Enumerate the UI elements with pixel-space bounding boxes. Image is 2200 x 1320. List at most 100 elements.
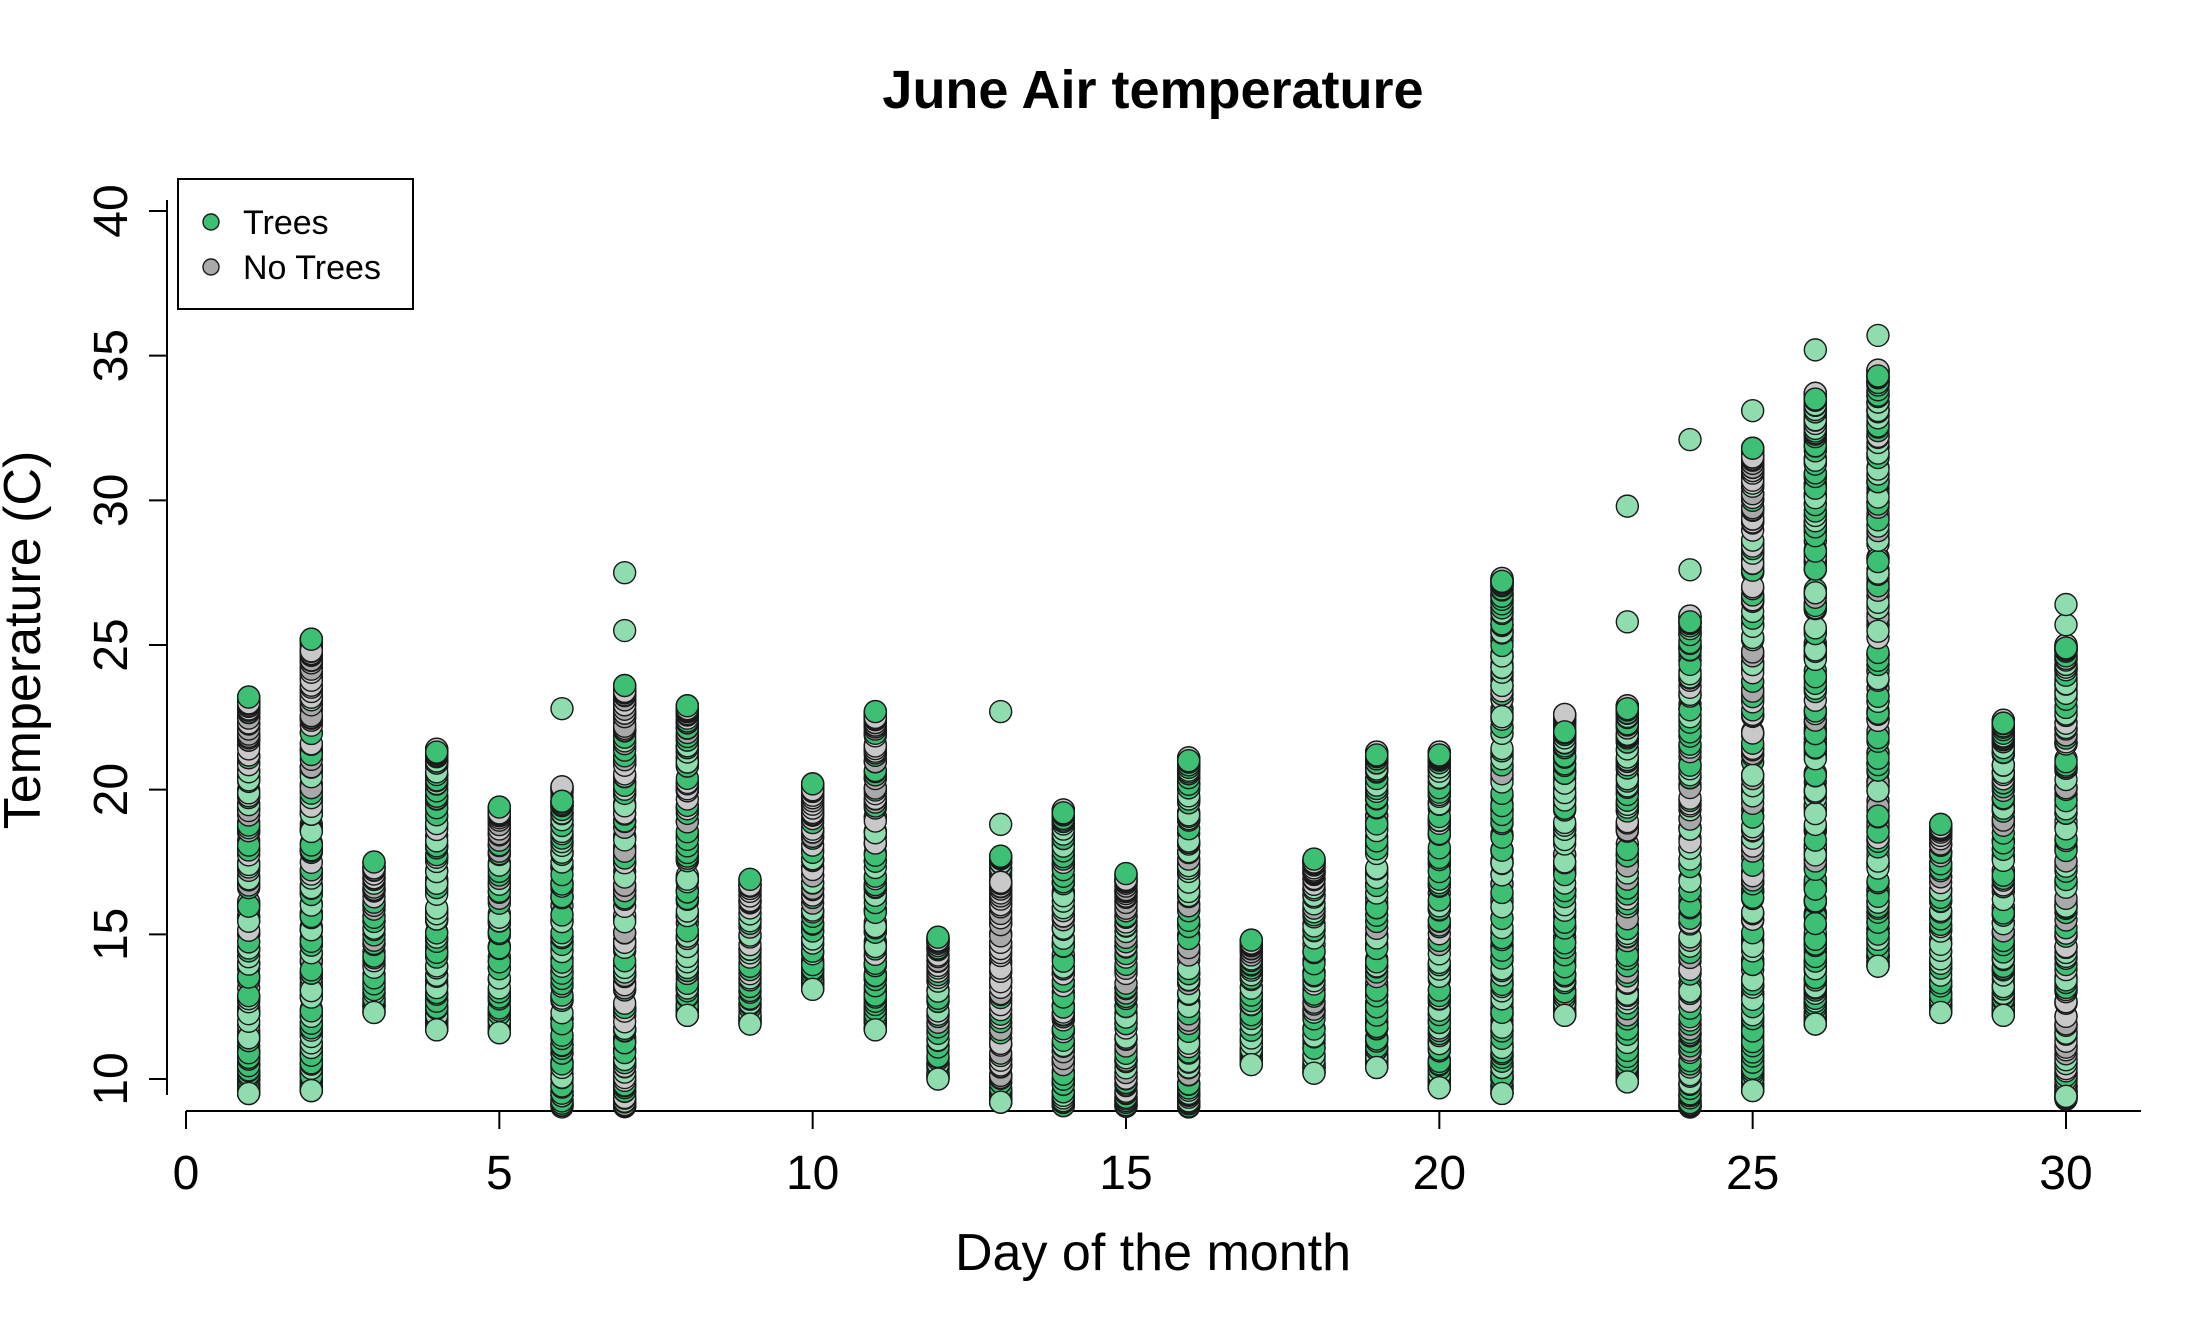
point-trees <box>1740 436 1765 460</box>
point-trees <box>675 1003 700 1028</box>
point-trees <box>1803 877 1828 901</box>
point-trees <box>236 685 261 709</box>
point-trees <box>362 850 386 874</box>
point-trees <box>1490 704 1514 729</box>
point-trees <box>1678 610 1702 634</box>
point-trees <box>863 699 888 724</box>
data-points <box>236 323 2078 1119</box>
x-axis-ticks: 0 5 10 15 20 25 30 <box>173 1111 2093 1200</box>
legend-label: Trees <box>243 204 329 242</box>
plot-frame <box>167 167 2141 1117</box>
point-trees <box>1552 1003 1577 1028</box>
point-trees <box>926 925 950 949</box>
point-trees <box>863 1018 888 1042</box>
point-trees <box>1427 743 1452 767</box>
point-trees <box>1615 610 1640 634</box>
point-trees <box>1991 1003 2016 1028</box>
y-tick-label: 25 <box>85 618 138 671</box>
point-trees <box>1490 569 1514 594</box>
point-trees <box>1615 494 1640 518</box>
point-trees <box>487 795 512 819</box>
point-trees <box>1427 1075 1452 1100</box>
point-trees <box>1302 847 1326 871</box>
point-trees <box>612 618 637 643</box>
point-trees <box>1740 763 1765 787</box>
point-trees <box>1302 1061 1326 1085</box>
x-tick-label: 5 <box>486 1147 513 1200</box>
point-trees <box>1678 427 1702 452</box>
legend-box <box>177 178 414 310</box>
point-trees <box>424 740 449 764</box>
point-trees <box>988 844 1013 868</box>
point-trees <box>2054 1084 2078 1109</box>
point-trees <box>424 1018 449 1042</box>
point-trees <box>1991 711 2016 735</box>
point-trees <box>1866 364 1890 388</box>
point-trees <box>1803 387 1828 411</box>
point-trees <box>800 772 825 796</box>
point-trees <box>1364 743 1389 767</box>
legend-marker <box>202 213 220 231</box>
point-trees <box>2054 636 2078 660</box>
point-trees <box>487 1021 512 1045</box>
x-tick-label: 25 <box>1726 1147 1779 1200</box>
point-trees <box>2054 613 2078 637</box>
point-trees <box>1803 581 1828 605</box>
point-trees <box>926 1067 950 1091</box>
point-trees <box>550 789 574 813</box>
x-tick-label: 20 <box>1413 1147 1466 1200</box>
point-trees <box>1928 812 1953 837</box>
point-trees <box>2054 592 2078 617</box>
point-trees <box>1552 720 1577 744</box>
x-axis-label: Day of the month <box>955 1224 1351 1282</box>
point-trees <box>1803 1012 1828 1036</box>
point-trees <box>1364 1055 1389 1080</box>
point-trees <box>988 699 1013 724</box>
legend: Trees No Trees <box>177 178 414 310</box>
point-trees <box>988 812 1013 837</box>
point-trees <box>612 560 637 585</box>
point-trees <box>1740 398 1765 423</box>
point-no-trees <box>988 870 1013 894</box>
point-trees <box>1114 861 1138 886</box>
point-trees <box>1866 619 1890 643</box>
point-trees <box>1803 911 1828 936</box>
point-trees <box>988 1090 1013 1114</box>
y-tick-label: 30 <box>85 474 138 527</box>
point-trees <box>362 1000 386 1025</box>
point-trees <box>1803 338 1828 362</box>
y-tick-label: 10 <box>85 1052 138 1105</box>
point-trees <box>1615 1070 1640 1094</box>
point-trees <box>1866 954 1890 978</box>
point-trees <box>299 627 324 651</box>
y-tick-label: 40 <box>85 184 138 237</box>
point-trees <box>1866 549 1890 574</box>
point-trees <box>550 696 574 721</box>
y-axis-label: Temperature (C) <box>0 451 52 830</box>
point-trees <box>738 1012 762 1036</box>
point-trees <box>1928 1000 1953 1025</box>
chart-title: June Air temperature <box>882 60 1423 120</box>
point-trees <box>1866 778 1890 803</box>
point-trees <box>675 694 700 718</box>
point-trees <box>1866 323 1890 348</box>
point-trees <box>1239 928 1264 952</box>
point-trees <box>1866 804 1890 828</box>
point-trees <box>1740 1078 1765 1103</box>
point-trees <box>299 1078 324 1103</box>
point-trees <box>738 867 762 892</box>
x-tick-label: 15 <box>1099 1147 1152 1200</box>
point-trees <box>612 673 637 698</box>
y-axis-ticks: 10 15 20 25 30 35 40 <box>85 184 167 1106</box>
point-trees <box>1678 558 1702 582</box>
legend-label: No Trees <box>243 249 381 287</box>
legend-marker <box>202 258 220 276</box>
y-tick-label: 35 <box>85 329 138 382</box>
point-trees <box>1803 801 1828 826</box>
point-trees <box>1615 696 1640 721</box>
x-tick-label: 0 <box>173 1147 200 1200</box>
point-trees <box>1239 1052 1264 1077</box>
y-tick-label: 20 <box>85 763 138 816</box>
